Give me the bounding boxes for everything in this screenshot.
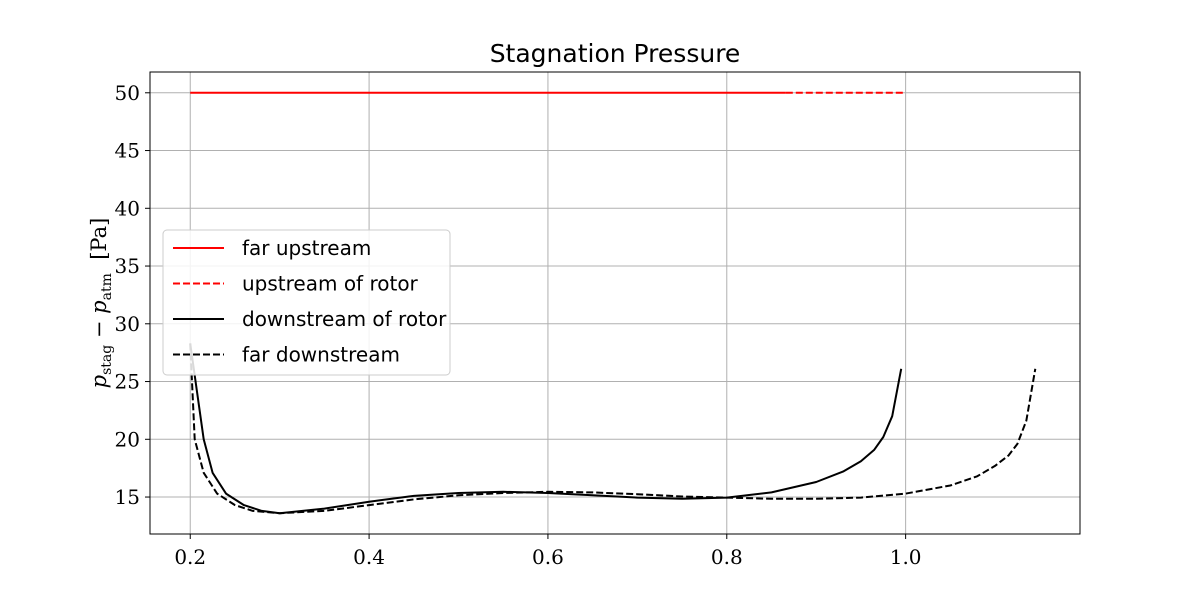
y-tick-label: 15 (115, 485, 140, 509)
series-line-far-downstream (189, 343, 1037, 515)
series-line-downstream-of-rotor (189, 343, 903, 515)
chart-title: Stagnation Pressure (490, 39, 741, 68)
legend-label-upstream-of-rotor: upstream of rotor (242, 272, 419, 296)
y-tick-label: 25 (115, 370, 140, 394)
legend: far upstream upstream of rotor downstream … (162, 229, 451, 376)
x-tick-label: 1.0 (890, 545, 922, 569)
legend-label-far-upstream: far upstream (242, 236, 371, 260)
plot-area (189, 91, 1037, 515)
y-tick-label: 50 (115, 81, 140, 105)
y-tick-label: 45 (115, 139, 140, 163)
y-axis-label: pstag − patm [Pa] (87, 218, 115, 389)
legend-frame (162, 229, 451, 376)
axes-frame (149, 71, 1081, 535)
x-tick-label: 0.8 (711, 545, 743, 569)
legend-label-downstream-of-rotor: downstream of rotor (242, 307, 447, 331)
x-tick-label: 0.4 (353, 545, 385, 569)
y-tick-label: 20 (115, 427, 140, 451)
x-tick-label: 0.6 (532, 545, 564, 569)
legend-label-far-downstream: far downstream (242, 343, 400, 367)
y-tick-label: 35 (115, 254, 140, 278)
y-tick-label: 40 (115, 196, 140, 220)
x-tick-label: 0.2 (174, 545, 206, 569)
axis-ticks: 0.2 0.4 0.6 0.8 1.0 15 20 25 30 35 40 45 50 (115, 81, 922, 569)
y-tick-label: 30 (115, 312, 140, 336)
